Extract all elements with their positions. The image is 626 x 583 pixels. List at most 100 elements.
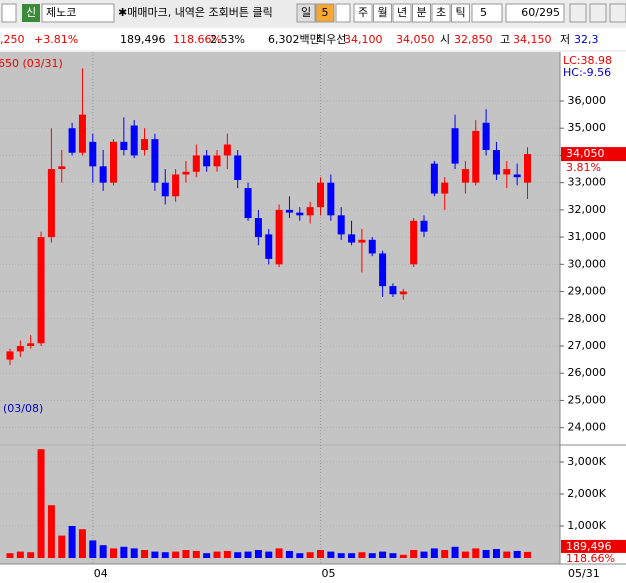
tab-button[interactable] <box>392 3 412 23</box>
y-tick-label: 33,000 <box>568 176 607 189</box>
candle-body <box>89 141 97 167</box>
icon-button[interactable] <box>589 3 607 23</box>
lc-label: LC:38.98 <box>563 54 612 67</box>
tab-label: 년 <box>397 6 407 19</box>
stock-name: 제노코 <box>46 6 76 19</box>
last-price: 34,050 <box>566 147 605 160</box>
info-value: 34,100 <box>344 33 383 46</box>
last-volume: 189,496 <box>566 540 612 553</box>
candle-body <box>399 291 407 295</box>
candle-body <box>461 169 469 183</box>
info-value: 시 <box>440 33 450 46</box>
volume-bar <box>110 548 117 558</box>
end-date: 05/31 <box>568 567 600 580</box>
info-value: 34,050 <box>396 33 435 46</box>
info-value: 34,150 <box>513 33 552 46</box>
info-value: 저 <box>560 33 570 46</box>
count-box[interactable] <box>505 3 565 23</box>
volume-bar <box>389 553 397 558</box>
candle-body <box>513 174 521 178</box>
y-tick-label: 35,000 <box>568 121 607 134</box>
candle-body <box>203 155 211 167</box>
volume-bar <box>58 535 66 558</box>
volume-bar <box>492 549 500 558</box>
candle-body <box>317 182 324 208</box>
y-tick-label: 25,000 <box>568 393 607 406</box>
tab-button[interactable] <box>353 3 373 23</box>
last-volume-box <box>561 539 626 553</box>
volume-bar <box>513 550 521 558</box>
tab-button[interactable] <box>373 3 392 23</box>
period-button[interactable] <box>296 3 316 23</box>
memo: ✱매매마크, 내역은 조회버튼 클릭 <box>118 6 273 19</box>
candle-body <box>410 220 418 265</box>
icon-button[interactable] <box>609 3 626 23</box>
volume-bar <box>244 551 252 558</box>
candle-body <box>420 220 428 232</box>
tab-button[interactable] <box>451 3 470 23</box>
candle-body <box>68 128 76 153</box>
candle-body <box>37 237 45 344</box>
candle-body <box>254 218 262 238</box>
candle-body <box>503 169 511 175</box>
volume-bar <box>172 551 180 558</box>
y-tick-label: 29,000 <box>568 285 607 298</box>
tab-button[interactable] <box>412 3 431 23</box>
tab-label: 주 <box>358 6 368 19</box>
volume-tick-label: 1,000K <box>567 519 606 532</box>
volume-bar <box>6 553 14 558</box>
market-box[interactable] <box>22 4 40 22</box>
volume-bar <box>285 550 293 558</box>
candle-body <box>78 114 86 153</box>
hc-label: HC:-9.56 <box>563 66 611 79</box>
info-value: 6,302백만 <box>268 33 320 46</box>
candle-body <box>244 188 252 219</box>
info-value: ,250 <box>0 33 25 46</box>
count: 60/295 <box>521 6 560 19</box>
axis-panel <box>560 52 626 564</box>
volume-bar <box>399 554 407 558</box>
volume-bar <box>37 449 45 558</box>
volume-bar <box>327 551 335 558</box>
tab-label: 분 <box>416 6 426 19</box>
tab-label: 월 <box>377 6 387 19</box>
candle-body <box>58 166 66 170</box>
volume-bar <box>16 551 24 558</box>
candle-body <box>306 207 314 216</box>
period-n-box[interactable] <box>315 3 335 23</box>
y-tick-label: 27,000 <box>568 339 607 352</box>
dropdown[interactable] <box>335 3 351 23</box>
candle-body <box>451 128 459 164</box>
candle-body <box>172 174 180 197</box>
volume-bar <box>182 550 190 558</box>
candle-body <box>441 182 449 194</box>
stock-input[interactable] <box>41 3 115 23</box>
y-tick-label: 30,000 <box>568 257 607 270</box>
volume-bar <box>213 551 221 558</box>
volume-bar <box>348 553 356 558</box>
icon-button[interactable] <box>569 3 587 23</box>
volume-ratio: 118.66% <box>566 552 615 565</box>
arrow-button[interactable] <box>1 3 17 23</box>
candle-body <box>337 215 345 235</box>
volume-bar <box>296 553 304 558</box>
info-value: 32,850 <box>454 33 493 46</box>
tab-button[interactable] <box>431 3 451 23</box>
period: 일 <box>301 5 311 19</box>
info-value: 189,496 <box>120 33 166 46</box>
candle-body <box>265 234 273 259</box>
candle-body <box>120 141 128 150</box>
volume-bar <box>524 551 531 558</box>
last-price-box <box>561 147 626 162</box>
info-value: 고 <box>500 33 510 46</box>
volume-tick-label: 3,000K <box>567 455 606 468</box>
info-value: +3.81% <box>34 33 78 46</box>
volume-bar <box>234 552 242 558</box>
tick-n-box[interactable] <box>471 3 503 23</box>
candle-body <box>130 125 138 156</box>
volume-bar <box>89 540 97 558</box>
period-n: 5 <box>322 6 329 19</box>
y-tick-label: 31,000 <box>568 230 607 243</box>
volume-bar <box>451 546 459 558</box>
